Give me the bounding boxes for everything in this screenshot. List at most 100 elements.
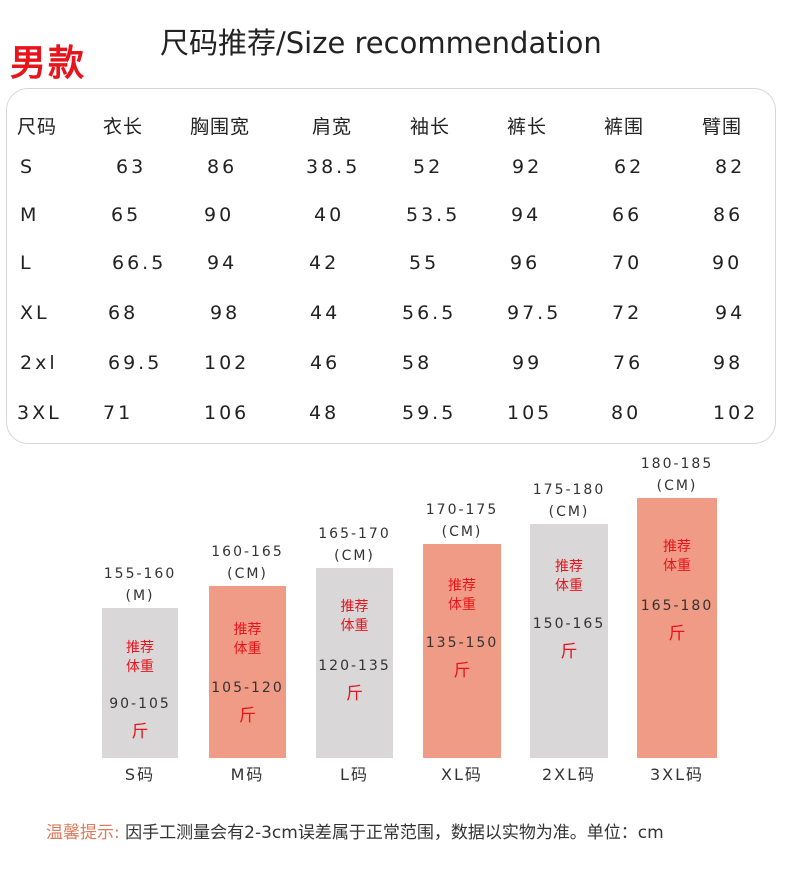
table-value-cell: 102 — [204, 352, 250, 374]
tip-label: 温馨提示: — [46, 823, 120, 843]
table-value-cell: 55 — [409, 252, 440, 274]
table-size-cell: M — [20, 204, 40, 226]
table-value-cell: 44 — [310, 302, 341, 324]
table-value-cell: 94 — [715, 302, 746, 324]
table-header-cell: 袖长 — [410, 116, 451, 138]
height-label: 160-165 (CM) — [199, 541, 296, 585]
recommend-weight-label: 推荐 体重 — [126, 640, 154, 675]
size-bar: 推荐 体重 150-165 斤 — [530, 524, 608, 758]
table-value-cell: 86 — [207, 156, 238, 178]
page-title: 尺码推荐/Size recommendation — [160, 26, 602, 60]
table-value-cell: 90 — [204, 204, 235, 226]
table-value-cell: 106 — [204, 402, 250, 424]
size-bar: 推荐 体重 165-180 斤 — [637, 498, 717, 758]
size-bar: 推荐 体重 90-105 斤 — [102, 608, 178, 758]
table-value-cell: 56.5 — [402, 302, 457, 324]
recommend-weight-label: 推荐 体重 — [340, 599, 369, 634]
recommend-weight-label: 推荐 体重 — [233, 622, 262, 657]
table-header-cell: 衣长 — [103, 116, 144, 138]
table-value-cell: 98 — [210, 302, 241, 324]
table-value-cell: 97.5 — [507, 302, 562, 324]
table-value-cell: 94 — [207, 252, 238, 274]
height-unit: (CM) — [656, 478, 698, 494]
table-value-cell: 76 — [613, 352, 644, 374]
table-value-cell: 92 — [512, 156, 543, 178]
table-value-cell: 59.5 — [402, 402, 457, 424]
height-range: 175-180 — [532, 482, 606, 498]
size-table-panel — [6, 88, 776, 444]
table-value-cell: 86 — [713, 204, 744, 226]
height-range: 180-185 — [640, 456, 714, 472]
height-label: 165-170 (CM) — [306, 523, 403, 567]
height-unit: (CM) — [334, 548, 375, 564]
table-header-cell: 肩宽 — [312, 116, 353, 138]
recommend-weight-label: 推荐 体重 — [555, 559, 583, 594]
weight-range: 165-180 — [640, 598, 714, 614]
size-label: S码 — [124, 765, 156, 784]
size-label: 3XL码 — [649, 765, 705, 784]
height-label: 175-180 (CM) — [520, 479, 618, 523]
table-size-cell: XL — [20, 302, 50, 324]
table-value-cell: 42 — [309, 252, 340, 274]
table-value-cell: 53.5 — [406, 204, 461, 226]
weight-range: 120-135 — [318, 658, 391, 674]
table-value-cell: 66 — [612, 204, 643, 226]
table-value-cell: 40 — [314, 204, 345, 226]
height-label: 180-185 (CM) — [627, 453, 727, 497]
tip-text: 因手工测量会有2-3cm误差属于正常范围，数据以实物为准。单位：cm — [125, 823, 664, 843]
size-bar: 推荐 体重 120-135 斤 — [316, 568, 393, 758]
table-value-cell: 52 — [413, 156, 444, 178]
table-size-cell: S — [20, 156, 36, 178]
height-label: 170-175 (CM) — [413, 499, 511, 543]
table-header-cell: 胸围宽 — [190, 116, 251, 138]
table-value-cell: 94 — [511, 204, 542, 226]
height-unit: (CM) — [227, 566, 268, 582]
table-value-cell: 62 — [614, 156, 645, 178]
table-header-cell: 裤长 — [507, 116, 548, 138]
table-value-cell: 80 — [611, 402, 642, 424]
table-header-cell: 裤围 — [604, 116, 645, 138]
height-range: 165-170 — [318, 526, 391, 542]
weight-unit: 斤 — [131, 722, 149, 742]
table-size-cell: 3XL — [17, 402, 62, 424]
table-value-cell: 65 — [111, 204, 142, 226]
size-label: M码 — [230, 765, 265, 784]
table-value-cell: 66.5 — [112, 252, 167, 274]
table-value-cell: 46 — [310, 352, 341, 374]
weight-unit: 斤 — [560, 642, 578, 662]
table-value-cell: 72 — [612, 302, 643, 324]
table-value-cell: 105 — [507, 402, 553, 424]
height-unit: (M) — [125, 588, 155, 604]
table-header-cell: 臂围 — [702, 116, 743, 138]
table-header-cell: 尺码 — [17, 116, 58, 138]
table-size-cell: L — [20, 252, 34, 274]
weight-unit: 斤 — [239, 706, 256, 726]
table-value-cell: 58 — [402, 352, 433, 374]
height-label: 155-160 (M) — [92, 563, 188, 607]
table-value-cell: 90 — [712, 252, 743, 274]
table-value-cell: 71 — [103, 402, 134, 424]
height-range: 160-165 — [211, 544, 284, 560]
table-value-cell: 48 — [309, 402, 340, 424]
recommend-weight-label: 推荐 体重 — [448, 578, 476, 613]
tip-note: 温馨提示: 因手工测量会有2-3cm误差属于正常范围，数据以实物为准。单位：cm — [46, 818, 664, 843]
size-bar: 推荐 体重 135-150 斤 — [423, 544, 501, 758]
size-label: L码 — [340, 765, 369, 784]
table-value-cell: 68 — [108, 302, 139, 324]
weight-range: 105-120 — [211, 680, 284, 696]
height-range: 155-160 — [103, 566, 177, 582]
table-value-cell: 69.5 — [108, 352, 163, 374]
table-value-cell: 99 — [512, 352, 543, 374]
height-range: 170-175 — [425, 502, 499, 518]
table-value-cell: 102 — [713, 402, 759, 424]
table-size-cell: 2xl — [20, 352, 58, 374]
table-value-cell: 38.5 — [306, 156, 361, 178]
size-label: XL码 — [441, 765, 483, 784]
weight-unit: 斤 — [346, 684, 363, 704]
weight-range: 150-165 — [532, 616, 606, 632]
table-value-cell: 98 — [713, 352, 744, 374]
mens-badge: 男款 — [10, 43, 87, 84]
height-unit: (CM) — [441, 524, 483, 540]
weight-range: 90-105 — [109, 696, 171, 712]
table-value-cell: 70 — [612, 252, 643, 274]
